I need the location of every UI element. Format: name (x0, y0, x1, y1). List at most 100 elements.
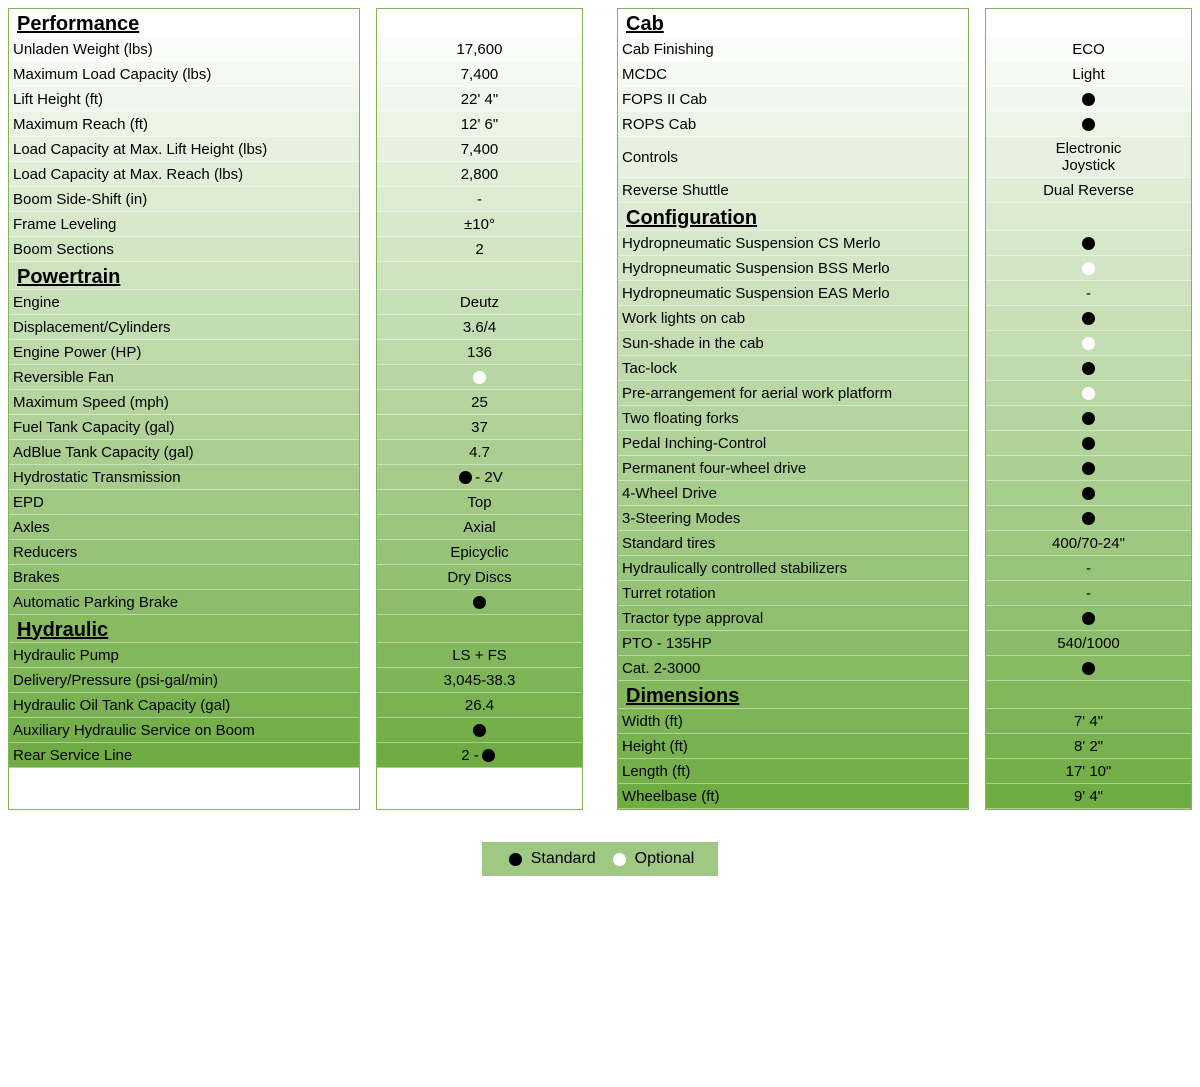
spec-value-row: 8' 2" (986, 734, 1191, 759)
spec-label-row: FOPS II Cab (618, 87, 968, 112)
spec-label: Reverse Shuttle (622, 182, 729, 199)
spec-value-row: 7,400 (377, 62, 582, 87)
spec-value-row: 7,400 (377, 137, 582, 162)
spec-label-row: Hydropneumatic Suspension CS Merlo (618, 231, 968, 256)
black-dot-icon (473, 724, 486, 737)
spec-value: 7' 4" (1074, 713, 1103, 730)
spec-label-row: 4-Wheel Drive (618, 481, 968, 506)
spec-label-row: Cat. 2-3000 (618, 656, 968, 681)
section-header-blank (986, 681, 1191, 709)
spec-label: Fuel Tank Capacity (gal) (13, 419, 174, 436)
spec-value-row (986, 431, 1191, 456)
section-header-row: Powertrain (9, 262, 359, 290)
white-dot-icon (1082, 262, 1095, 275)
spec-label-row: Boom Sections (9, 237, 359, 262)
section-header-blank (986, 203, 1191, 231)
black-dot-icon (1082, 487, 1095, 500)
spec-label: Pedal Inching-Control (622, 435, 766, 452)
spec-label-row: Hydraulic Oil Tank Capacity (gal) (9, 693, 359, 718)
spec-label-row: Two floating forks (618, 406, 968, 431)
spec-label-row: Maximum Load Capacity (lbs) (9, 62, 359, 87)
spec-value-row: 17' 10" (986, 759, 1191, 784)
spec-label: Cat. 2-3000 (622, 660, 700, 677)
section-header-row: Dimensions (618, 681, 968, 709)
spec-value-row: Top (377, 490, 582, 515)
spec-label: Work lights on cab (622, 310, 745, 327)
spec-label-row: Engine Power (HP) (9, 340, 359, 365)
spec-label: Displacement/Cylinders (13, 319, 171, 336)
spec-value-row (986, 606, 1191, 631)
left-column: Performance Unladen Weight (lbs) Maximum L… (8, 8, 583, 810)
black-dot-icon (1082, 93, 1095, 106)
spec-value-row: ElectronicJoystick (986, 137, 1191, 178)
spec-label: Wheelbase (ft) (622, 788, 720, 805)
right-values-col: ECOLightElectronicJoystickDual Reverse-4… (985, 8, 1192, 810)
section-header-row: Performance (9, 9, 359, 37)
spec-label: Hydropneumatic Suspension EAS Merlo (622, 285, 890, 302)
black-dot-icon (1082, 662, 1095, 675)
spec-label: ROPS Cab (622, 116, 696, 133)
spec-label: Sun-shade in the cab (622, 335, 764, 352)
spec-value: ±10° (464, 216, 495, 233)
spec-value-row: 136 (377, 340, 582, 365)
spec-label-row: Reducers (9, 540, 359, 565)
spec-label: Two floating forks (622, 410, 739, 427)
spec-value-row: 4.7 (377, 440, 582, 465)
spec-value-row: Light (986, 62, 1191, 87)
section-header-row: Configuration (618, 203, 968, 231)
legend-standard: Standard (506, 850, 596, 868)
spec-value: - (477, 191, 482, 208)
spec-value: - 2V (475, 469, 503, 486)
spec-value: - (1086, 560, 1091, 577)
spec-label: Permanent four-wheel drive (622, 460, 806, 477)
black-dot-icon (482, 749, 495, 762)
white-dot-icon (1082, 387, 1095, 400)
spec-value: 2,800 (461, 166, 499, 183)
spec-label: Engine Power (HP) (13, 344, 141, 361)
spec-value-row (986, 306, 1191, 331)
spec-value-row: Axial (377, 515, 582, 540)
spec-value: - (1086, 585, 1091, 602)
black-dot-icon (473, 596, 486, 609)
spec-value: 37 (471, 419, 488, 436)
spec-value-row (986, 87, 1191, 112)
spec-label: Hydropneumatic Suspension BSS Merlo (622, 260, 890, 277)
spec-label-row: Frame Leveling (9, 212, 359, 237)
spec-label: Load Capacity at Max. Reach (lbs) (13, 166, 243, 183)
spec-label-row: Hydropneumatic Suspension EAS Merlo (618, 281, 968, 306)
spec-label-row: Work lights on cab (618, 306, 968, 331)
section-header-blank (377, 9, 582, 37)
spec-label: Boom Side-Shift (in) (13, 191, 147, 208)
spec-label-row: Automatic Parking Brake (9, 590, 359, 615)
spec-label: PTO - 135HP (622, 635, 712, 652)
spec-label: Lift Height (ft) (13, 91, 103, 108)
spec-value: 2 (475, 241, 483, 258)
spec-label: Tac-lock (622, 360, 677, 377)
spec-value-row: LS + FS (377, 643, 582, 668)
spec-value-row (986, 506, 1191, 531)
spec-columns: Performance Unladen Weight (lbs) Maximum L… (8, 8, 1192, 810)
spec-label-row: Tractor type approval (618, 606, 968, 631)
spec-value-row (377, 365, 582, 390)
spec-label-row: Sun-shade in the cab (618, 331, 968, 356)
spec-label-row: Length (ft) (618, 759, 968, 784)
section-header-blank (986, 9, 1191, 37)
spec-value: 4.7 (469, 444, 490, 461)
spec-label: EPD (13, 494, 44, 511)
spec-value-row: 22' 4" (377, 87, 582, 112)
spec-value-row: 3,045-38.3 (377, 668, 582, 693)
spec-label: Unladen Weight (lbs) (13, 41, 153, 58)
spec-value: Light (1072, 66, 1105, 83)
spec-value: Axial (463, 519, 496, 536)
spec-value-row: - (377, 187, 582, 212)
spec-value: - (1086, 285, 1091, 302)
spec-value-row: - (986, 581, 1191, 606)
spec-label: Rear Service Line (13, 747, 132, 764)
spec-value: Deutz (460, 294, 499, 311)
spec-label: Hydropneumatic Suspension CS Merlo (622, 235, 880, 252)
section-header-blank (377, 615, 582, 643)
spec-value: Epicyclic (450, 544, 508, 561)
spec-value: 400/70-24" (1052, 535, 1125, 552)
spec-label-row: Load Capacity at Max. Reach (lbs) (9, 162, 359, 187)
spec-label-row: Axles (9, 515, 359, 540)
